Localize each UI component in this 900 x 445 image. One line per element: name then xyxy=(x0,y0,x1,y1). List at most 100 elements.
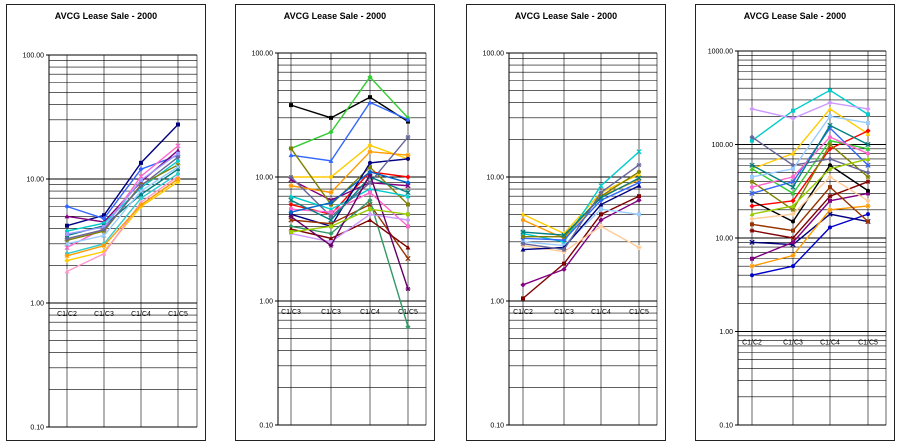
data-point xyxy=(405,193,411,199)
chart-panel-2: AVCG Lease Sale - 2000 0.10 1.00 10.00 100.0… xyxy=(235,4,435,441)
chart-panel-1: AVCG Lease Sale - 2000 0.10 1.00 10.00 100.0… xyxy=(6,4,206,441)
x-category-label: C1/C5 xyxy=(168,311,188,318)
data-point xyxy=(791,228,795,233)
data-point xyxy=(175,164,181,170)
series-line xyxy=(522,185,640,251)
data-point xyxy=(865,146,871,151)
data-point xyxy=(138,202,144,208)
data-point xyxy=(865,174,871,180)
data-point xyxy=(64,203,70,210)
x-category-label: C1/C3 xyxy=(281,309,301,316)
data-point xyxy=(865,179,871,185)
data-point xyxy=(636,162,642,168)
data-point xyxy=(865,131,871,136)
data-point xyxy=(636,245,642,250)
data-point xyxy=(827,193,833,199)
data-point xyxy=(637,212,641,217)
data-point xyxy=(368,95,372,100)
data-point xyxy=(288,214,294,219)
data-point xyxy=(749,216,755,222)
data-point xyxy=(562,261,566,266)
data-point xyxy=(749,162,755,168)
series-line xyxy=(66,145,179,249)
data-point xyxy=(64,213,70,219)
data-point xyxy=(405,134,411,140)
data-point xyxy=(175,147,181,153)
data-point xyxy=(176,158,180,163)
data-point xyxy=(749,239,755,245)
data-point xyxy=(367,169,373,175)
y-tick-label: 10.00 xyxy=(255,175,273,182)
data-point xyxy=(328,230,334,237)
data-point xyxy=(405,324,411,330)
data-point xyxy=(521,234,525,239)
data-point xyxy=(328,158,334,163)
data-point xyxy=(636,175,642,181)
y-tick-label: 0.10 xyxy=(259,423,273,430)
data-point xyxy=(405,152,411,158)
data-point xyxy=(866,191,870,196)
x-category-label: C1/C2 xyxy=(513,309,533,316)
data-point xyxy=(329,210,333,215)
data-point xyxy=(520,211,526,217)
y-tick-label: 1000.00 xyxy=(708,49,733,56)
series-line xyxy=(751,213,869,246)
data-point xyxy=(328,217,334,223)
y-tick-label: 100.00 xyxy=(252,51,274,58)
x-category-label: C1/C2 xyxy=(742,340,762,347)
data-point xyxy=(368,143,372,148)
data-point xyxy=(367,74,373,80)
data-point xyxy=(102,225,106,230)
data-point xyxy=(102,213,106,218)
data-point xyxy=(865,106,871,112)
data-point xyxy=(367,217,373,223)
y-tick-label: 10.00 xyxy=(715,236,733,243)
data-point xyxy=(138,188,144,194)
data-point xyxy=(520,229,526,235)
data-point xyxy=(749,203,755,209)
data-point xyxy=(790,253,796,258)
data-point xyxy=(521,296,525,301)
data-point xyxy=(598,217,604,223)
series-line xyxy=(290,213,409,243)
data-point xyxy=(139,196,143,201)
data-point xyxy=(328,214,334,219)
series-line xyxy=(751,126,869,195)
chart-panel-3: AVCG Lease Sale - 2000 0.10 1.00 10.00 100.0… xyxy=(466,4,666,441)
y-tick-label: 0.10 xyxy=(719,423,733,430)
series-line xyxy=(290,171,409,213)
series-line xyxy=(751,130,869,207)
data-point xyxy=(329,224,333,229)
data-point xyxy=(328,206,334,212)
data-point xyxy=(176,151,180,156)
data-point xyxy=(791,264,795,269)
data-point xyxy=(790,207,796,213)
data-point xyxy=(791,174,795,179)
data-point xyxy=(599,212,603,217)
data-point xyxy=(367,149,373,155)
data-point xyxy=(598,195,604,201)
data-point xyxy=(828,225,832,230)
x-category-label: C1/C5 xyxy=(858,340,878,347)
data-point xyxy=(138,173,144,179)
data-point xyxy=(790,190,796,196)
series-line xyxy=(522,208,640,247)
data-point xyxy=(636,180,642,186)
data-point xyxy=(827,142,833,147)
data-point xyxy=(405,180,411,186)
data-point xyxy=(866,112,870,117)
data-point xyxy=(405,117,411,122)
data-point xyxy=(865,156,871,161)
y-tick-label: 10.00 xyxy=(26,177,44,184)
data-point xyxy=(139,160,143,165)
data-point xyxy=(790,115,796,122)
series-line xyxy=(751,213,869,276)
data-point xyxy=(791,219,795,224)
data-point xyxy=(636,183,642,188)
data-point xyxy=(865,203,871,209)
y-tick-label: 100.00 xyxy=(712,142,734,149)
data-point xyxy=(750,138,754,143)
chart-svg: AVCG Lease Sale - 2000 0.10 1.00 10.00 100.0… xyxy=(483,11,658,430)
data-point xyxy=(866,120,870,125)
data-point xyxy=(599,207,603,212)
